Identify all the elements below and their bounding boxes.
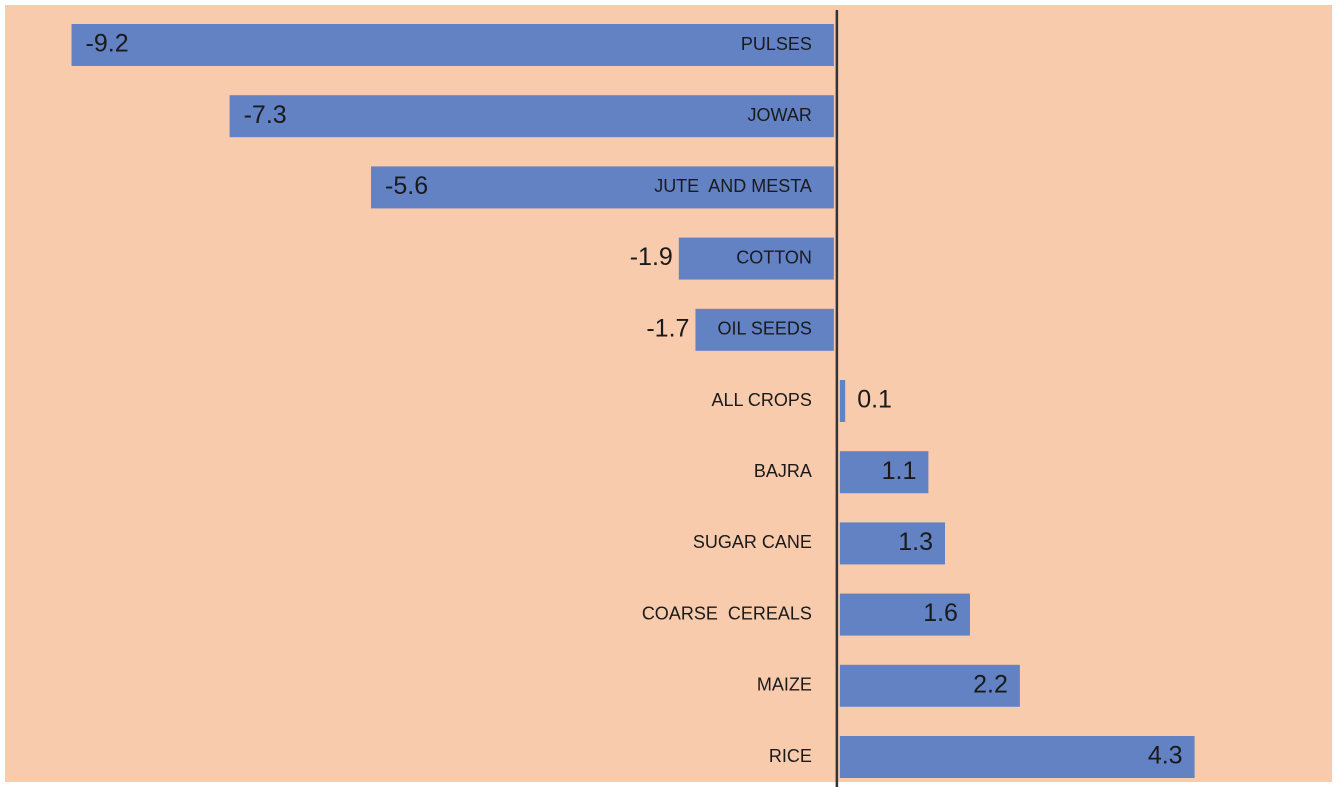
bar bbox=[695, 308, 834, 351]
bar bbox=[839, 380, 846, 422]
bar bbox=[839, 522, 946, 565]
value-label: -5.6 bbox=[385, 172, 428, 200]
value-label: 1.1 bbox=[882, 457, 917, 485]
bar bbox=[371, 166, 834, 209]
category-label: ALL CROPS bbox=[712, 390, 812, 410]
value-label: 4.3 bbox=[1148, 742, 1183, 770]
category-label: JOWAR bbox=[748, 105, 812, 125]
bar bbox=[839, 736, 1195, 778]
value-label: -1.9 bbox=[630, 243, 673, 271]
bar bbox=[229, 95, 834, 138]
category-label: MAIZE bbox=[757, 675, 812, 695]
value-label: -9.2 bbox=[86, 30, 129, 58]
bar bbox=[839, 451, 929, 494]
value-label: -1.7 bbox=[646, 314, 689, 342]
bar bbox=[839, 593, 970, 636]
category-label: JUTE AND MESTA bbox=[654, 176, 812, 196]
category-label: SUGAR CANE bbox=[693, 532, 812, 552]
value-label: 0.1 bbox=[857, 386, 892, 414]
bar bbox=[71, 24, 834, 66]
category-label: COTTON bbox=[736, 247, 812, 267]
value-label: 1.3 bbox=[898, 528, 933, 556]
bar bbox=[839, 664, 1020, 707]
value-label: 2.2 bbox=[973, 670, 1008, 698]
category-label: OIL SEEDS bbox=[718, 319, 812, 339]
category-label: PULSES bbox=[741, 34, 812, 54]
category-label: BAJRA bbox=[754, 461, 812, 481]
value-label: -7.3 bbox=[244, 101, 287, 129]
category-label: COARSE CEREALS bbox=[642, 603, 812, 623]
value-label: 1.6 bbox=[923, 599, 958, 627]
bar bbox=[678, 237, 834, 280]
category-label: RICE bbox=[769, 746, 812, 766]
